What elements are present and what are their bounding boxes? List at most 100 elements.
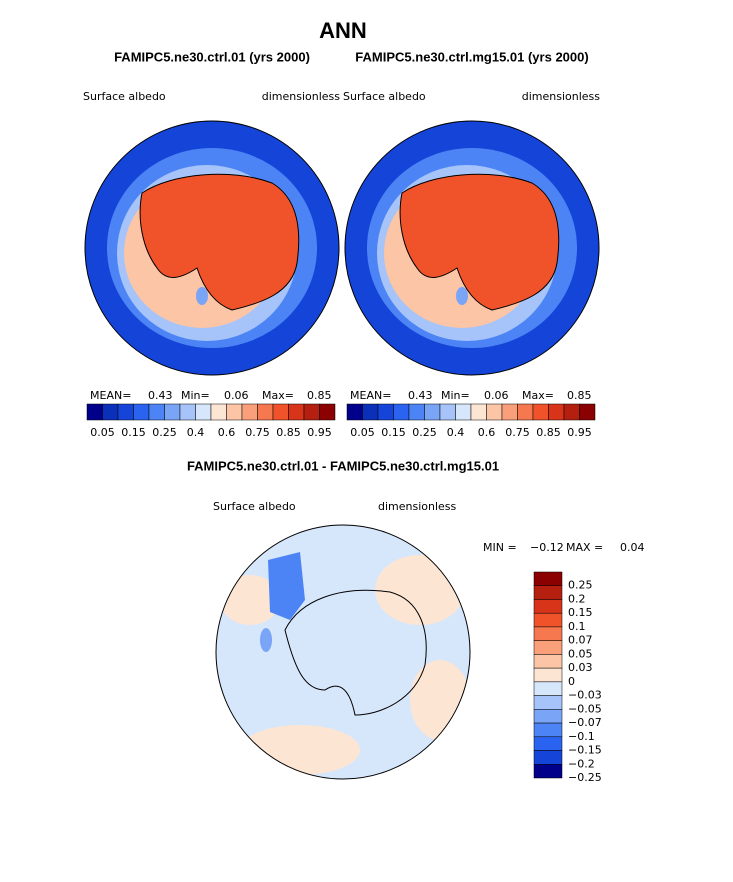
stat-text: −0.12 — [530, 541, 564, 554]
colorbar-swatch — [533, 695, 563, 710]
colorbar-label: 0.6 — [478, 426, 496, 439]
colorbar-swatch — [408, 403, 425, 421]
colorbar-swatch — [148, 403, 165, 421]
units-label: dimensionless — [262, 90, 341, 103]
colorbar-swatch — [424, 403, 441, 421]
colorbar-label: −0.03 — [568, 689, 602, 702]
colorbar-swatch — [533, 654, 563, 669]
colorbar-label: 0.95 — [307, 426, 332, 439]
stat-text: 0.85 — [567, 389, 592, 402]
colorbar-label: 0.85 — [276, 426, 301, 439]
variable-label: Surface albedo — [343, 90, 426, 103]
colorbar-swatch — [517, 403, 534, 421]
stat-text: MIN = — [483, 541, 517, 554]
colorbar-swatch — [210, 403, 227, 421]
map-border — [84, 120, 340, 376]
stat-text: 0.06 — [224, 389, 249, 402]
colorbar-swatch — [362, 403, 379, 421]
colorbar-swatch — [439, 403, 456, 421]
colorbar-label: 0.15 — [381, 426, 406, 439]
colorbar-swatch — [455, 403, 472, 421]
stat-text: 0.04 — [620, 541, 645, 554]
colorbar-swatch — [533, 681, 563, 696]
colorbar-swatch — [533, 722, 563, 738]
colorbar-swatch — [195, 403, 212, 421]
colorbar-swatch — [226, 403, 243, 421]
colorbar-swatch — [86, 403, 103, 421]
colorbar-swatch — [486, 403, 503, 421]
map — [345, 121, 599, 375]
colorbar-label: 0.1 — [568, 620, 586, 633]
colorbar-swatch — [533, 640, 563, 655]
colorbar-swatch — [319, 403, 336, 421]
colorbar-label: 0.15 — [121, 426, 146, 439]
stat-text: 0.43 — [148, 389, 173, 402]
colorbar-swatch — [533, 626, 563, 641]
colorbar-label: −0.2 — [568, 757, 595, 770]
colorbar-label: 0.07 — [568, 634, 593, 647]
colorbar-label: 0.05 — [350, 426, 375, 439]
colorbar-swatch — [533, 750, 563, 765]
colorbar-label: 0.6 — [218, 426, 236, 439]
colorbar-label: 0.15 — [568, 606, 593, 619]
colorbar-label: −0.07 — [568, 716, 602, 729]
colorbar-swatch — [133, 403, 150, 421]
stat-text: MEAN= — [350, 389, 391, 402]
colorbar-swatch — [179, 403, 196, 421]
units-label: dimensionless — [522, 90, 601, 103]
colorbar-swatch — [257, 403, 274, 421]
colorbar-swatch — [272, 403, 289, 421]
colorbar-swatch — [533, 599, 563, 614]
colorbar-swatch — [377, 403, 394, 421]
variable-label: Surface albedo — [213, 500, 296, 513]
colorbar-swatch — [470, 403, 487, 421]
colorbar-label: 0.75 — [505, 426, 530, 439]
colorbar-swatch — [579, 403, 596, 421]
colorbar-label: −0.05 — [568, 702, 602, 715]
colorbar-label: 0.25 — [568, 579, 593, 592]
colorbar-swatch — [533, 585, 563, 600]
colorbar-swatch — [533, 612, 563, 628]
stat-text: 0.43 — [408, 389, 433, 402]
stat-text: MAX = — [566, 541, 603, 554]
map-border — [344, 120, 600, 376]
units-label: dimensionless — [378, 500, 457, 513]
colorbar-swatch — [533, 709, 563, 724]
panel-title: FAMIPC5.ne30.ctrl.01 (yrs 2000) — [114, 49, 310, 64]
diff-map — [216, 525, 470, 779]
colorbar-swatch — [533, 667, 563, 683]
variable-label: Surface albedo — [83, 90, 166, 103]
colorbar-label: 0.03 — [568, 661, 593, 674]
colorbar-swatch — [563, 403, 580, 421]
colorbar-swatch — [346, 403, 363, 421]
colorbar-swatch — [117, 403, 134, 421]
colorbar-label: 0.95 — [567, 426, 592, 439]
colorbar-label: −0.25 — [568, 771, 602, 784]
stat-text: MEAN= — [90, 389, 131, 402]
colorbar-swatch — [393, 403, 410, 421]
colorbar-label: 0.05 — [568, 647, 593, 660]
colorbar-swatch — [532, 403, 549, 421]
panel-title: FAMIPC5.ne30.ctrl.mg15.01 (yrs 2000) — [355, 49, 588, 64]
colorbar-label: 0.75 — [245, 426, 270, 439]
colorbar-label: 0.4 — [187, 426, 205, 439]
colorbar-label: 0 — [568, 675, 575, 688]
stat-text: Max= — [262, 389, 294, 402]
stat-text: 0.85 — [307, 389, 332, 402]
colorbar-swatch — [533, 736, 563, 751]
colorbar-label: 0.25 — [152, 426, 177, 439]
map — [85, 121, 339, 375]
colorbar-swatch — [164, 403, 181, 421]
stat-text: Min= — [181, 389, 210, 402]
colorbar-label: 0.85 — [536, 426, 561, 439]
colorbar-label: 0.25 — [412, 426, 437, 439]
colorbar-swatch — [303, 403, 320, 421]
stat-text: 0.06 — [484, 389, 509, 402]
map-border — [215, 524, 471, 780]
colorbar-swatch — [548, 403, 565, 421]
colorbar-swatch — [533, 764, 563, 779]
stat-text: Min= — [441, 389, 470, 402]
colorbar-swatch — [288, 403, 305, 421]
